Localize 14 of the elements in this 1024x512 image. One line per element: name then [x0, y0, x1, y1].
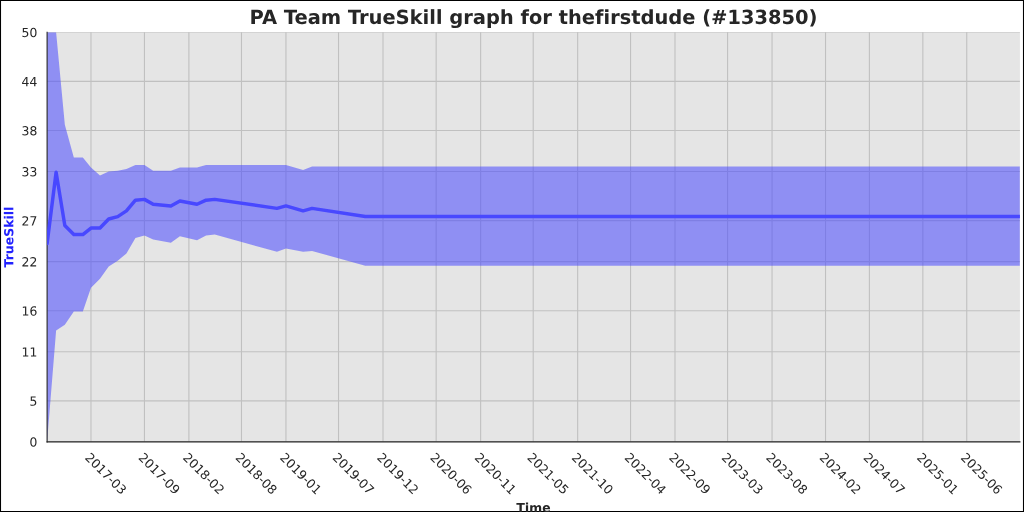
y-tick-label: 50: [22, 27, 37, 38]
y-tick-label: 5: [30, 396, 37, 406]
y-tick-label: 38: [22, 126, 37, 136]
y-tick-label: 16: [22, 306, 37, 316]
chart-title: PA Team TrueSkill graph for thefirstdude (#133850): [251, 9, 816, 29]
y-tick-label: 22: [22, 257, 37, 267]
y-axis-title: TrueSkill: [3, 207, 14, 268]
y-tick-label: 33: [22, 166, 37, 177]
line-series: [47, 170, 1020, 246]
y-tick-label: 0: [30, 437, 37, 447]
y-tick-label: 11: [22, 347, 37, 357]
y-tick-label: 44: [22, 77, 37, 87]
y-tick-label: 27: [22, 216, 37, 226]
x-axis-title: Time: [516, 502, 551, 512]
